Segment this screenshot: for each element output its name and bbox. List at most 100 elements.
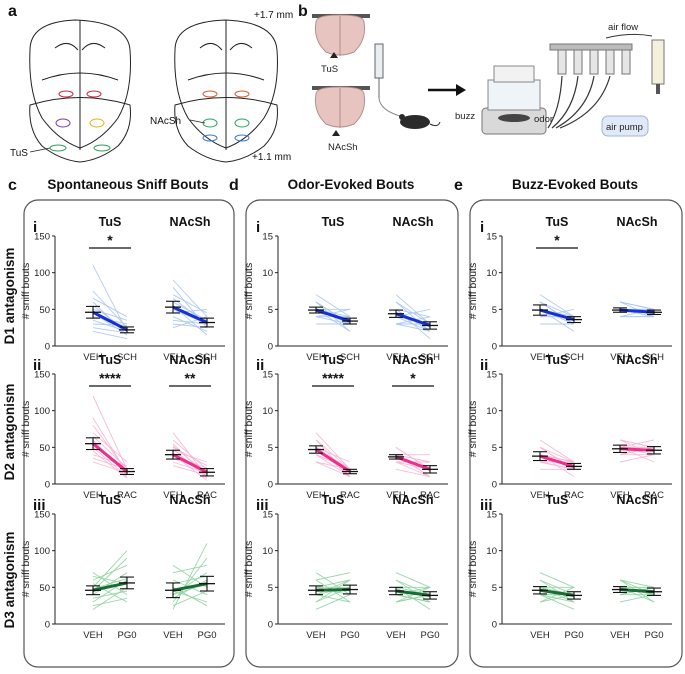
mean-line	[172, 305, 208, 324]
panel-label-b: b	[298, 3, 308, 20]
individual-line	[92, 450, 128, 479]
y-tick-label: 10	[262, 546, 273, 557]
y-axis-label: # sniff bouts	[467, 401, 479, 457]
group-header-1: NAcSh	[617, 493, 658, 507]
error-bar	[119, 468, 135, 476]
y-tick-label: 15	[262, 232, 273, 243]
individual-line	[539, 439, 575, 463]
y-tick-label: 150	[34, 510, 50, 521]
individual-line	[315, 294, 351, 318]
x-tick-label-veh: VEH	[610, 630, 630, 641]
error-bar	[308, 585, 324, 596]
individual-line	[315, 316, 351, 325]
x-tick-label-veh: VEH	[530, 490, 550, 501]
x-tick-label-drug: RAC	[564, 490, 584, 501]
mouse	[400, 115, 430, 129]
individual-line	[172, 450, 208, 463]
error-bar	[422, 321, 438, 330]
y-tick-label: 5	[492, 583, 497, 594]
group-header-0: TuS	[322, 493, 345, 507]
row-label-d2: D2 antagonism	[2, 384, 17, 481]
subplot-d-iii: iii TuS NAcSh 0 5 10 15 # sniff bouts VEH PG0 VEH P…	[243, 493, 448, 641]
brain-slice-top	[312, 14, 370, 58]
individual-line	[92, 330, 128, 340]
individual-line	[539, 446, 575, 463]
y-tick-label: 15	[486, 370, 497, 381]
group-header-1: NAcSh	[617, 215, 658, 229]
y-tick-label: 0	[45, 620, 50, 631]
x-tick-label-drug: RAC	[117, 490, 137, 501]
x-tick-label-veh: VEH	[386, 352, 406, 363]
x-tick-label-veh: VEH	[610, 490, 630, 501]
group-header-0: TuS	[546, 353, 569, 367]
error-bar	[532, 586, 548, 595]
sniff-chamber	[481, 65, 547, 135]
row-roman-label: ii	[256, 357, 264, 374]
individual-line	[539, 594, 575, 603]
group-header-0: TuS	[546, 215, 569, 229]
subplot-c-ii: ii TuS NAcSh 0 50 100 150 # sniff bouts VEH RAC VE…	[20, 353, 225, 501]
error-bar	[612, 586, 628, 594]
subplot-c-i: i TuS NAcSh 0 50 100 150 # sniff bouts VEH SCH VEH…	[20, 215, 225, 363]
significance-label: *	[107, 232, 113, 248]
y-tick-label: 5	[492, 305, 497, 316]
individual-line	[315, 439, 351, 470]
error-bar	[85, 585, 101, 596]
panel-frame-c	[23, 199, 235, 668]
y-tick-label: 10	[486, 268, 497, 279]
y-tick-label: 15	[262, 510, 273, 521]
individual-line	[172, 590, 208, 607]
error-bar	[85, 437, 101, 451]
y-tick-label: 0	[268, 620, 273, 631]
y-tick-label: 5	[268, 443, 273, 454]
y-tick-label: 50	[39, 443, 50, 454]
brain-slice-bottom	[312, 86, 370, 136]
error-bar	[199, 317, 215, 328]
mean-line	[539, 588, 575, 597]
subplot-e-i: i TuS NAcSh 0 5 10 15 # sniff bouts VEH SCH VEH SCH…	[467, 215, 672, 363]
error-bar	[566, 462, 582, 470]
y-tick-label: 0	[492, 620, 497, 631]
row-roman-label: ii	[33, 357, 41, 374]
y-tick-label: 5	[492, 443, 497, 454]
setup-panel	[312, 14, 665, 137]
x-tick-label-veh: VEH	[386, 630, 406, 641]
group-header-1: NAcSh	[393, 215, 434, 229]
individual-line	[395, 323, 431, 332]
individual-line	[539, 594, 575, 610]
mean-line	[92, 581, 128, 592]
x-tick-label-drug: SCH	[197, 352, 217, 363]
individual-line	[92, 578, 128, 590]
y-tick-label: 10	[486, 406, 497, 417]
significance-label: ****	[99, 370, 121, 386]
error-bar	[119, 576, 135, 590]
y-tick-label: 0	[268, 480, 273, 491]
y-axis-label: # sniff bouts	[20, 263, 32, 319]
row-label-d1: D1 antagonism	[2, 248, 17, 345]
y-axis-label: # sniff bouts	[467, 541, 479, 597]
y-axis-label: # sniff bouts	[243, 263, 255, 319]
error-bar	[612, 444, 628, 454]
x-tick-label-veh: VEH	[163, 630, 183, 641]
error-bar	[308, 306, 324, 314]
x-tick-label-drug: PG0	[117, 630, 136, 641]
y-tick-label: 15	[486, 232, 497, 243]
atlas-panel	[29, 19, 278, 163]
row-roman-label: i	[480, 219, 484, 236]
subplot-d-i: i TuS NAcSh 0 5 10 15 # sniff bouts VEH SCH VEH SCH	[243, 215, 448, 363]
individual-line	[395, 468, 431, 478]
y-tick-label: 100	[34, 268, 50, 279]
individual-line	[172, 279, 208, 317]
mean-line	[395, 589, 431, 597]
individual-line	[395, 294, 431, 325]
individual-line	[315, 572, 351, 581]
mean-line	[92, 442, 128, 473]
y-tick-label: 15	[486, 510, 497, 521]
error-bar	[566, 591, 582, 600]
error-bar	[165, 449, 181, 460]
x-tick-label-veh: VEH	[306, 490, 326, 501]
mean-line	[539, 454, 575, 468]
air-pump-box	[601, 115, 649, 137]
individual-line	[92, 550, 128, 588]
